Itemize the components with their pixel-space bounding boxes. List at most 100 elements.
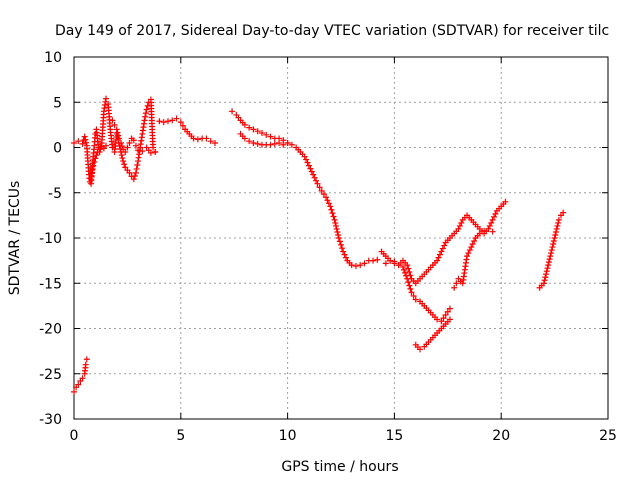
data-point — [451, 284, 458, 291]
data-point — [545, 262, 552, 269]
data-point — [301, 153, 308, 160]
data-point-fill — [342, 254, 349, 261]
x-tick-label: 15 — [385, 428, 403, 444]
data-point — [83, 356, 90, 363]
data-point — [446, 316, 453, 323]
y-tick-label: 10 — [44, 50, 62, 66]
data-point — [115, 135, 122, 142]
data-point — [71, 388, 77, 395]
data-point-fill — [307, 165, 314, 172]
data-point — [543, 271, 550, 278]
data-point — [130, 137, 137, 144]
data-point — [468, 244, 475, 251]
data-point-fill — [545, 259, 552, 266]
data-point — [177, 119, 184, 126]
series-6 — [237, 130, 291, 148]
data-point — [130, 176, 137, 183]
data-point-fill — [329, 210, 336, 217]
data-point — [318, 187, 325, 194]
data-point-fill — [328, 206, 335, 213]
data-point-fill — [121, 161, 128, 168]
data-point — [207, 138, 214, 145]
data-point-fill — [316, 184, 323, 191]
data-point — [126, 139, 133, 146]
data-point-fill — [436, 251, 443, 258]
data-point — [173, 115, 180, 122]
data-point — [399, 263, 406, 270]
x-tick-label: 20 — [492, 428, 510, 444]
data-point — [404, 262, 411, 269]
data-point-fill — [119, 155, 126, 162]
data-point-fill — [469, 241, 476, 248]
y-axis-title: SDTVAR / TECUs — [7, 181, 23, 296]
data-point — [395, 262, 402, 269]
data-point — [241, 135, 248, 142]
y-tick-label: 0 — [53, 141, 62, 157]
data-point-fill — [552, 231, 559, 238]
data-point-fill — [548, 250, 555, 257]
data-point — [132, 169, 139, 176]
data-point-fill — [403, 272, 410, 279]
data-point — [370, 257, 377, 264]
data-point — [489, 228, 496, 235]
data-point-fill — [304, 159, 311, 166]
data-point — [126, 169, 133, 176]
data-point-fill — [325, 200, 332, 207]
data-point — [254, 140, 261, 147]
data-point-fill — [548, 247, 555, 254]
data-point-fill — [486, 222, 493, 229]
data-point — [446, 305, 453, 312]
data-point — [331, 216, 338, 223]
data-point-fill — [553, 228, 560, 235]
data-point — [79, 375, 86, 382]
data-point — [152, 149, 159, 156]
data-point — [387, 257, 394, 264]
data-point — [327, 203, 334, 210]
x-tick-label: 0 — [70, 428, 79, 444]
data-point-fill — [406, 268, 413, 275]
data-point-fill — [441, 242, 448, 249]
data-point-fill — [179, 122, 186, 129]
data-point — [357, 262, 364, 269]
data-point — [551, 235, 558, 241]
data-point — [169, 117, 176, 124]
data-point — [340, 248, 347, 255]
data-point-fill — [491, 213, 498, 220]
data-point-fill — [341, 251, 348, 258]
chart-title: Day 149 of 2017, Sidereal Day-to-day VTE… — [55, 23, 609, 39]
y-tick-label: 5 — [53, 95, 62, 111]
data-point-fill — [114, 129, 121, 136]
data-point — [103, 95, 110, 102]
data-point-fill — [550, 238, 557, 245]
data-point — [547, 253, 554, 260]
data-point — [434, 316, 441, 323]
data-point-fill — [466, 247, 473, 254]
data-point-fill — [303, 156, 310, 163]
data-point-fill — [131, 173, 138, 180]
data-point-fill — [439, 245, 446, 252]
data-point-fill — [339, 245, 346, 252]
data-point — [92, 155, 99, 162]
data-point-fill — [465, 250, 472, 257]
data-point — [229, 108, 236, 115]
data-point — [335, 235, 342, 241]
data-point-fill — [142, 110, 149, 117]
data-point — [271, 140, 278, 147]
data-point — [90, 162, 97, 169]
data-point — [391, 258, 398, 265]
data-point — [288, 141, 295, 148]
data-point — [143, 106, 150, 113]
data-point — [464, 253, 471, 260]
data-points — [71, 95, 567, 395]
data-point-fill — [407, 285, 414, 292]
data-point — [103, 142, 110, 149]
data-point — [314, 180, 321, 187]
data-point — [453, 280, 460, 287]
data-point — [267, 133, 274, 140]
data-point — [211, 139, 218, 146]
data-point-fill — [456, 222, 463, 229]
data-point — [71, 139, 77, 146]
data-point — [553, 225, 560, 232]
data-point — [147, 149, 154, 156]
data-point-fill — [406, 282, 413, 289]
